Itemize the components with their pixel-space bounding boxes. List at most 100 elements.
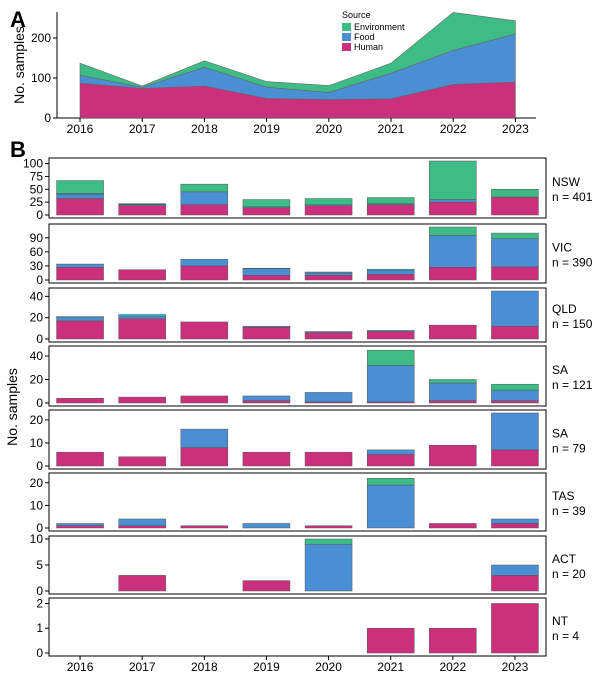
bar-food (304, 543, 353, 592)
panel-a-y-tick-label: 0 (44, 111, 51, 125)
bar-human (429, 627, 477, 654)
facet-y-tick-label: 25 (30, 195, 44, 209)
bar-other (366, 268, 415, 271)
facet-y-tick-label: 2 (36, 596, 43, 610)
bar-human (56, 267, 104, 281)
bar-food (366, 330, 415, 332)
bar-human (491, 575, 539, 592)
facet-y-tick-label: 10 (30, 498, 44, 512)
legend-title: Source (342, 10, 371, 20)
panel-a-y-tick-label: 100 (31, 71, 51, 85)
bar-human (118, 396, 166, 404)
bar-human (429, 523, 477, 529)
panel-b-x-tick-label: 2020 (315, 660, 342, 674)
bar-food (304, 272, 353, 276)
bar-human (56, 451, 104, 467)
bar-human (491, 196, 539, 216)
bar-human (491, 325, 539, 340)
bar-food (242, 395, 291, 401)
bar-other (304, 271, 353, 274)
panel-b-x-tick-label: 2021 (377, 660, 404, 674)
bar-environment (304, 198, 353, 205)
bar-human (304, 332, 353, 340)
facet-label-n: n = 390 (552, 256, 593, 270)
facet-frame (48, 472, 547, 532)
facet-label-n: n = 150 (552, 317, 593, 331)
facet-label-n: n = 121 (552, 378, 593, 392)
bar-human (242, 327, 291, 340)
facet-y-tick-label: 30 (30, 259, 44, 273)
bar-human (56, 525, 104, 529)
facet-y-tick-label: 0 (36, 332, 43, 346)
bar-human (366, 274, 415, 281)
bar-human (118, 205, 166, 216)
bar-human (242, 451, 291, 467)
bar-environment (118, 203, 166, 205)
bar-human (429, 267, 477, 281)
bar-food (56, 263, 104, 268)
facet-y-tick-label: 90 (30, 231, 44, 245)
bar-human (429, 445, 477, 467)
facet-y-tick-label: 5 (36, 558, 43, 572)
bar-food (429, 199, 477, 203)
bar-environment (304, 538, 353, 545)
bar-food (366, 365, 415, 403)
facet-y-tick-label: 20 (30, 413, 44, 427)
bar-human (180, 395, 229, 404)
panel-b-x-tick-label: 2022 (439, 660, 466, 674)
facet-label-state: QLD (552, 302, 577, 316)
bar-food (180, 428, 229, 448)
facet-frame (48, 409, 547, 470)
facet-label-n: n = 39 (552, 504, 586, 518)
bar-human (118, 318, 166, 340)
bar-food (366, 484, 415, 529)
bar-human (242, 207, 291, 216)
facet-y-tick-label: 75 (30, 169, 44, 183)
facet-y-tick-label: 100 (23, 157, 43, 171)
bar-environment (491, 383, 539, 391)
bar-human (242, 400, 291, 404)
bar-human (304, 275, 353, 281)
bar-human (429, 201, 477, 216)
facet-label-state: VIC (552, 241, 572, 255)
bar-human (180, 204, 229, 216)
bar-environment (242, 199, 291, 208)
facet-label-state: ACT (552, 552, 577, 566)
bar-food (56, 523, 104, 526)
bar-other (56, 316, 104, 318)
facet-y-tick-label: 10 (30, 436, 44, 450)
bar-other (118, 314, 166, 317)
facet-y-tick-label: 20 (30, 311, 44, 325)
bar-food (118, 316, 166, 319)
facet-y-tick-label: 60 (30, 245, 44, 259)
panel-a-y-axis-title: No. samples (11, 26, 27, 104)
panel-a-x-tick-label: 2023 (502, 122, 529, 136)
bar-food (180, 191, 229, 205)
panel-b-x-tick-label: 2018 (191, 660, 218, 674)
legend-label-environment: Environment (354, 22, 405, 32)
bar-food (180, 259, 229, 267)
facet-label-state: SA (552, 427, 568, 441)
bar-human (491, 603, 539, 654)
panel-b-x-tick-label: 2019 (253, 660, 280, 674)
bar-food (242, 523, 291, 529)
facet-label-n: n = 79 (552, 442, 586, 456)
facet-y-tick-label: 1 (36, 621, 43, 635)
bar-human (118, 456, 166, 467)
facet-label-n: n = 4 (552, 629, 579, 643)
bar-human (242, 580, 291, 592)
facet-y-tick-label: 0 (36, 646, 43, 660)
bar-human (180, 265, 229, 281)
bar-environment (491, 189, 539, 198)
bar-food (429, 235, 477, 268)
panel-a-x-tick-label: 2017 (129, 122, 156, 136)
bar-human (491, 449, 539, 467)
bar-environment (491, 232, 539, 239)
bar-food (491, 518, 539, 524)
facet-y-tick-label: 50 (30, 182, 44, 196)
panel-a-x-tick-label: 2020 (315, 122, 342, 136)
bar-environment (56, 180, 104, 194)
bar-human (180, 447, 229, 467)
bar-human (56, 198, 104, 216)
